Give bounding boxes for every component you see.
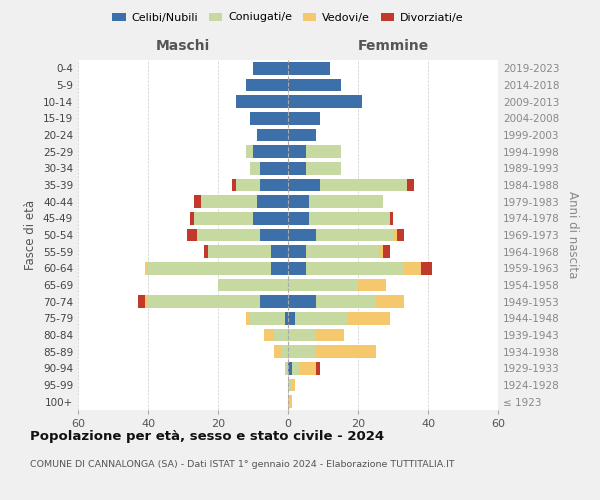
Bar <box>281 346 288 358</box>
Bar <box>284 362 288 374</box>
Bar <box>292 379 295 391</box>
Bar <box>316 346 376 358</box>
Bar <box>288 79 341 92</box>
Bar <box>421 262 431 274</box>
Text: Popolazione per età, sesso e stato civile - 2024: Popolazione per età, sesso e stato civil… <box>30 430 384 443</box>
Bar <box>288 112 320 124</box>
Bar <box>218 279 288 291</box>
Bar <box>316 362 320 374</box>
Bar <box>250 112 288 124</box>
Bar <box>137 296 145 308</box>
Bar <box>299 362 316 374</box>
Text: COMUNE DI CANNALONGA (SA) - Dati ISTAT 1° gennaio 2024 - Elaborazione TUTTITALIA: COMUNE DI CANNALONGA (SA) - Dati ISTAT 1… <box>30 460 455 469</box>
Bar <box>347 312 389 324</box>
Bar <box>316 329 344 341</box>
Bar <box>305 146 341 158</box>
Bar <box>288 362 292 374</box>
Bar <box>288 396 292 408</box>
Bar <box>204 246 208 258</box>
Bar <box>145 296 148 308</box>
Bar <box>246 146 253 158</box>
Bar <box>305 162 341 174</box>
Bar <box>260 229 288 241</box>
Bar <box>407 179 414 192</box>
Bar <box>288 96 361 108</box>
Bar <box>292 362 299 374</box>
Bar <box>379 246 383 258</box>
Bar <box>288 146 305 158</box>
Bar <box>376 296 404 308</box>
Bar <box>288 162 305 174</box>
Bar <box>271 262 288 274</box>
Bar <box>200 196 257 208</box>
Bar <box>232 179 235 192</box>
Bar <box>260 162 288 174</box>
Bar <box>288 212 309 224</box>
Bar <box>288 262 305 274</box>
Bar <box>288 129 316 141</box>
Bar <box>253 62 288 74</box>
Bar <box>305 246 379 258</box>
Bar <box>197 229 260 241</box>
Bar <box>253 212 288 224</box>
Bar <box>288 379 292 391</box>
Bar <box>320 179 407 192</box>
Bar <box>271 246 288 258</box>
Bar <box>274 329 288 341</box>
Bar <box>389 212 393 224</box>
Bar <box>246 79 288 92</box>
Text: Maschi: Maschi <box>156 40 210 54</box>
Bar <box>274 346 281 358</box>
Bar <box>260 179 288 192</box>
Legend: Celibi/Nubili, Coniugati/e, Vedovi/e, Divorziati/e: Celibi/Nubili, Coniugati/e, Vedovi/e, Di… <box>108 8 468 27</box>
Bar <box>257 196 288 208</box>
Bar <box>253 146 288 158</box>
Bar <box>316 229 393 241</box>
Bar <box>404 262 421 274</box>
Bar <box>288 312 295 324</box>
Bar <box>295 312 347 324</box>
Bar <box>393 229 397 241</box>
Bar <box>288 279 358 291</box>
Bar <box>288 296 316 308</box>
Bar <box>358 279 386 291</box>
Bar <box>284 312 288 324</box>
Bar <box>250 162 260 174</box>
Bar <box>145 262 148 274</box>
Y-axis label: Anni di nascita: Anni di nascita <box>566 192 579 278</box>
Bar <box>288 346 316 358</box>
Bar <box>288 62 330 74</box>
Bar <box>260 296 288 308</box>
Bar <box>246 312 250 324</box>
Bar <box>193 212 253 224</box>
Bar <box>288 329 316 341</box>
Bar <box>305 262 404 274</box>
Bar <box>316 296 376 308</box>
Bar <box>235 96 288 108</box>
Y-axis label: Fasce di età: Fasce di età <box>25 200 37 270</box>
Bar <box>193 196 200 208</box>
Bar <box>148 296 260 308</box>
Bar <box>309 196 383 208</box>
Bar <box>187 229 197 241</box>
Bar <box>235 179 260 192</box>
Bar <box>250 312 284 324</box>
Bar <box>288 196 309 208</box>
Bar <box>257 129 288 141</box>
Bar <box>397 229 404 241</box>
Bar <box>383 246 389 258</box>
Text: Femmine: Femmine <box>358 40 428 54</box>
Bar <box>263 329 274 341</box>
Bar <box>208 246 271 258</box>
Bar <box>288 229 316 241</box>
Bar <box>309 212 389 224</box>
Bar <box>148 262 271 274</box>
Bar <box>288 179 320 192</box>
Bar <box>190 212 193 224</box>
Bar <box>288 246 305 258</box>
